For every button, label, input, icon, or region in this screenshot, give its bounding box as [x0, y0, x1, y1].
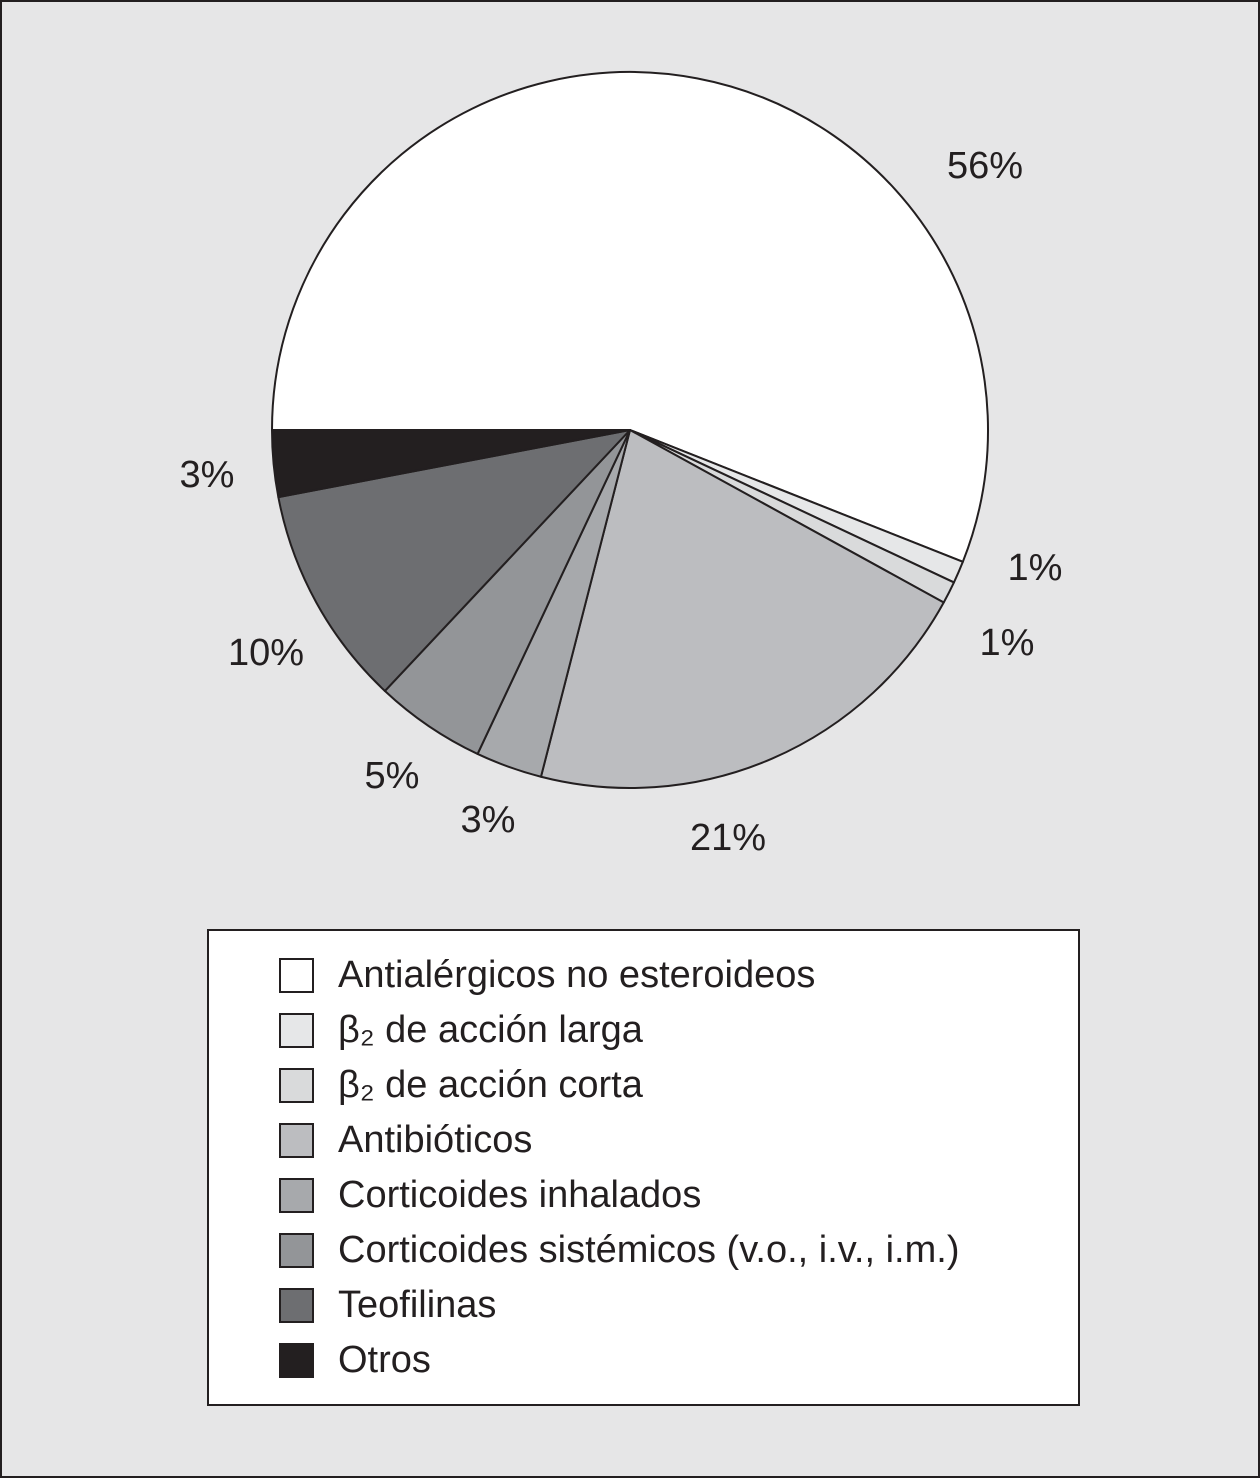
legend-box: [207, 929, 1080, 1406]
slice-label: 56%: [947, 145, 1023, 187]
legend-label: Antialérgicos no esteroideos: [338, 954, 815, 996]
slice-label: 1%: [1008, 547, 1063, 589]
slice: [271, 429, 631, 499]
legend-swatch: [279, 1178, 314, 1213]
slice: [277, 429, 631, 692]
legend-label: Otros: [338, 1339, 431, 1381]
legend-label: Corticoides sistémicos (v.o., i.v., i.m.…: [338, 1229, 959, 1271]
legend-label: Corticoides inhalados: [338, 1174, 701, 1216]
legend-swatch: [279, 1288, 314, 1323]
legend-swatch: [279, 1013, 314, 1048]
pie: [271, 71, 989, 789]
legend: Antialérgicos no esteroideos β₂ de acción…: [279, 954, 959, 1381]
legend-label: Antibióticos: [338, 1119, 532, 1161]
slice-labels: 56% 1% 1% 21% 3% 5% 10% 3%: [180, 145, 1063, 859]
legend-swatch: [279, 1343, 314, 1378]
slice-label: 1%: [980, 622, 1035, 664]
slice: [271, 71, 989, 563]
legend-swatch: [279, 1233, 314, 1268]
legend-label: Teofilinas: [338, 1284, 496, 1326]
slice-label: 21%: [690, 817, 766, 859]
slice-label: 3%: [180, 454, 235, 496]
legend-swatch: [279, 1123, 314, 1158]
slice: [539, 429, 945, 789]
legend-swatch: [279, 1068, 314, 1103]
slice-label: 5%: [365, 755, 420, 797]
legend-swatch: [279, 958, 314, 993]
legend-label: β₂ de acción larga: [338, 1009, 644, 1051]
slice-label: 3%: [461, 799, 516, 841]
legend-label: β₂ de acción corta: [338, 1064, 644, 1106]
slice-label: 10%: [228, 632, 304, 674]
